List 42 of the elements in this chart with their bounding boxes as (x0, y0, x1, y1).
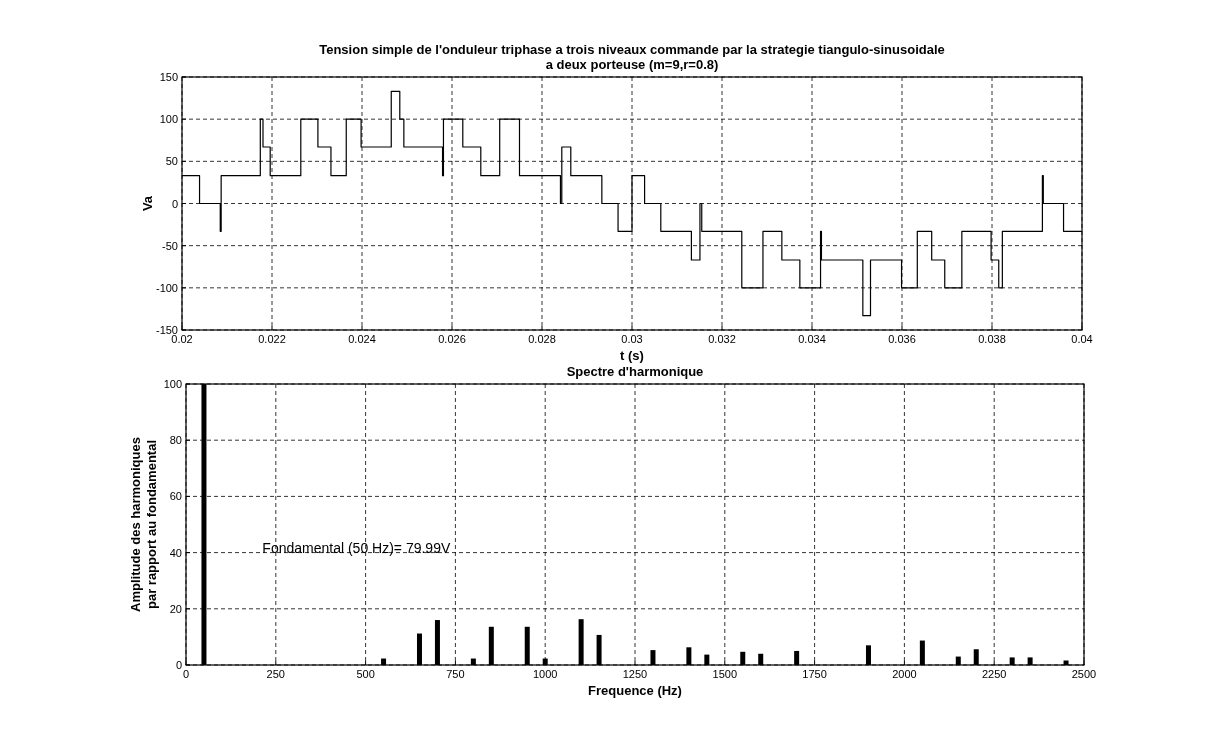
x-tick-label: 500 (356, 668, 375, 680)
y-tick-label: 150 (159, 71, 178, 83)
y-tick-label: 100 (163, 378, 182, 390)
y-tick-label: 20 (169, 602, 182, 615)
x-tick-label: 250 (266, 668, 285, 680)
y-tick-label: 40 (169, 546, 182, 559)
x-tick-label: 0 (182, 668, 190, 680)
y-axis-title: Amplitude des harmoniques par rapport au fondamental (128, 437, 159, 612)
x-tick-label: 0.04 (1071, 333, 1093, 345)
annotation: Fondamental (50 Hz)= 79.99V (262, 539, 451, 556)
x-tick-label: 0.02 (171, 333, 193, 345)
x-tick-label: 0.024 (348, 333, 376, 345)
y-tick-label: 0 (175, 659, 182, 671)
x-tick-label: 750 (446, 668, 465, 680)
x-tick-label: 1250 (622, 668, 648, 680)
chart-title: Spectre d'harmonique (566, 364, 704, 379)
y-tick-label: 60 (169, 490, 182, 503)
y-tick-label: 100 (159, 113, 178, 126)
x-tick-label: 0.036 (888, 333, 916, 345)
x-tick-label: 0.034 (798, 333, 826, 345)
x-tick-label: 0.028 (528, 333, 556, 345)
y-tick-label: 50 (165, 155, 178, 168)
x-tick-label: 0.026 (438, 333, 466, 345)
y-tick-label: -100 (155, 281, 178, 294)
x-tick-label: 1000 (532, 668, 558, 680)
x-axis-title: Frequence (Hz) (588, 683, 682, 698)
y-tick-label: 80 (169, 434, 182, 447)
y-tick-label: -150 (155, 324, 178, 336)
x-tick-label: 0.032 (708, 333, 736, 345)
y-tick-label: 0 (171, 197, 178, 210)
chart-title: Tension simple de l'onduleur triphase a trois niveaux commande par la strategie tiangulo-sinusoidale a deux porteuse (m=9,r=0.8) (319, 42, 945, 72)
x-tick-label: 1500 (712, 668, 738, 680)
x-tick-label: 0.038 (978, 333, 1006, 345)
x-tick-label: 0.03 (621, 333, 643, 345)
x-axis-title: t (s) (620, 348, 644, 363)
x-tick-label: 1750 (802, 668, 827, 680)
y-tick-label: -50 (162, 239, 178, 252)
x-tick-label: 0.022 (258, 333, 286, 345)
y-axis-title: Va (140, 195, 155, 212)
x-tick-label: 2000 (892, 668, 917, 680)
x-tick-label: 2250 (981, 668, 1007, 680)
x-tick-label: 2500 (1071, 668, 1097, 680)
